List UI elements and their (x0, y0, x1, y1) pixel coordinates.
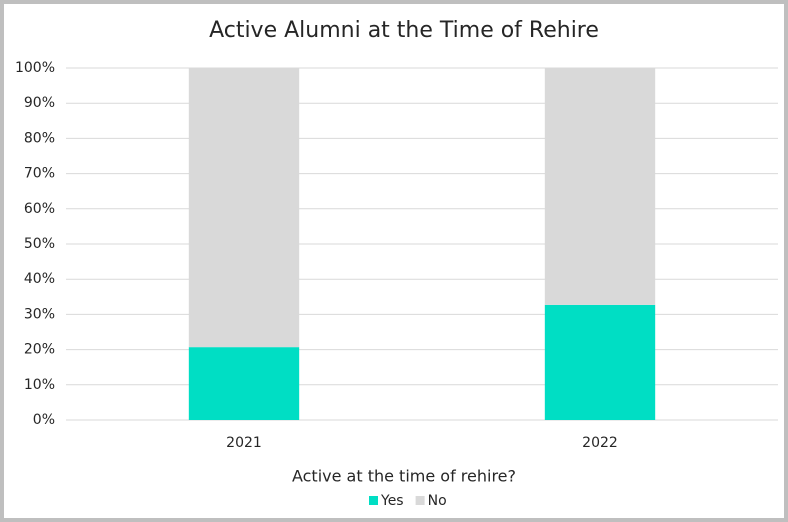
y-tick-label: 90% (24, 95, 55, 111)
y-tick-label: 30% (24, 306, 55, 322)
y-tick-label: 10% (24, 377, 55, 393)
bar-segment (544, 68, 656, 305)
y-tick-label: 100% (15, 60, 55, 76)
y-tick-label: 60% (24, 201, 55, 217)
legend-label: No (428, 493, 447, 509)
x-tick-label: 2022 (582, 435, 618, 451)
bar-segment (188, 347, 300, 420)
y-tick-label: 80% (24, 130, 55, 146)
y-tick-label: 0% (33, 412, 55, 428)
y-tick-label: 40% (24, 271, 55, 287)
y-tick-label: 70% (24, 166, 55, 182)
y-tick-label: 50% (24, 236, 55, 252)
y-tick-label: 20% (24, 342, 55, 358)
legend-label: Yes (380, 493, 404, 509)
legend-swatch (369, 496, 378, 505)
bar-segment (544, 304, 656, 420)
legend-swatch (415, 496, 425, 505)
legend-title: Active at the time of rehire? (292, 467, 516, 486)
bar-segment (188, 68, 300, 348)
chart-title: Active Alumni at the Time of Rehire (209, 18, 599, 43)
x-tick-label: 2021 (226, 435, 262, 451)
